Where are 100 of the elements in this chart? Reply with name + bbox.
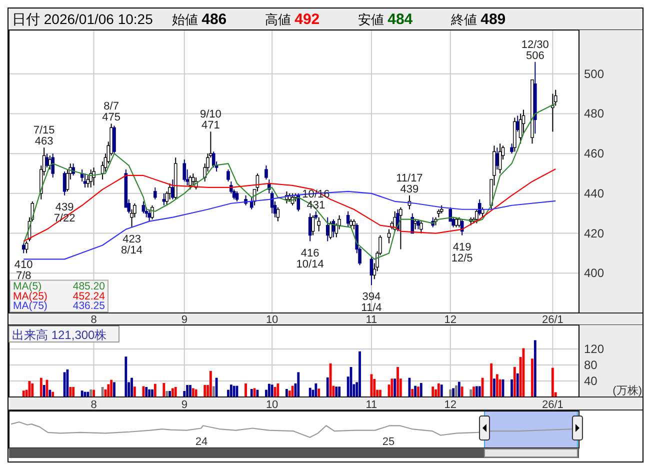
- candlestick: [458, 216, 461, 228]
- bar: [69, 387, 72, 397]
- bar: [86, 392, 90, 397]
- x-tick-label: 8: [90, 399, 97, 411]
- bar: [510, 379, 513, 397]
- bar: [440, 384, 443, 397]
- bar: [148, 389, 151, 397]
- bar: [212, 386, 215, 397]
- candlestick: [510, 143, 514, 154]
- candlestick: [226, 169, 230, 182]
- candlestick: [45, 153, 49, 168]
- bar: [414, 386, 417, 397]
- bar: [244, 383, 247, 397]
- candlestick: [22, 242, 26, 254]
- bar: [42, 385, 46, 397]
- candlestick: [24, 240, 28, 254]
- x-tick-label: 9: [181, 314, 188, 326]
- bar: [162, 383, 166, 397]
- bar: [493, 378, 496, 397]
- y-tick-label: 420: [584, 226, 604, 240]
- bar: [394, 378, 396, 397]
- bar: [326, 377, 329, 397]
- bar: [209, 371, 212, 397]
- bar: [270, 384, 274, 397]
- y-tick-label: 500: [584, 66, 604, 81]
- bar: [496, 374, 498, 397]
- candlestick: [62, 171, 66, 196]
- bar: [130, 378, 133, 397]
- candlestick: [399, 206, 402, 250]
- bar: [379, 390, 382, 397]
- bar: [318, 388, 320, 397]
- candlestick: [154, 186, 157, 200]
- annotation: 394 11/4: [361, 291, 382, 314]
- bar: [411, 389, 414, 397]
- candlestick: [112, 125, 116, 154]
- text: 終値 489: [450, 11, 506, 28]
- x-tick-label: 10: [266, 314, 278, 326]
- x-tick-label: 12: [444, 399, 457, 411]
- candlestick: [420, 220, 423, 234]
- x-tick-label: 11: [366, 314, 378, 326]
- candlestick: [212, 151, 216, 168]
- bar: [460, 386, 464, 397]
- annotation: 423 8/14: [121, 233, 142, 256]
- candlestick: [148, 208, 151, 222]
- bar: [551, 368, 554, 397]
- candlestick: [89, 169, 92, 188]
- bar: [171, 388, 174, 397]
- bar: [437, 383, 440, 397]
- candlestick: [475, 208, 478, 224]
- bar: [314, 383, 318, 397]
- text: MA(25) 452.24: [13, 290, 105, 302]
- annotation: 410 7/8: [14, 259, 33, 282]
- bar: [396, 367, 399, 397]
- bar: [168, 391, 171, 397]
- bar: [113, 382, 116, 397]
- bar: [470, 389, 472, 397]
- x-tick-label: 12: [444, 314, 457, 326]
- bar: [154, 384, 156, 397]
- bar: [166, 391, 168, 397]
- y-tick-label: 440: [584, 186, 604, 200]
- bar: [31, 383, 34, 397]
- bar: [516, 373, 519, 397]
- bar: [449, 389, 452, 397]
- y-axis-title: (万株): [612, 384, 642, 397]
- x-tick-label: 10: [266, 399, 278, 411]
- x-tick-label: 11: [366, 399, 378, 411]
- bar: [186, 385, 189, 397]
- candlestick: [192, 172, 195, 186]
- bar: [80, 390, 84, 397]
- x-tick-label: 24: [195, 436, 208, 448]
- candlestick: [478, 198, 482, 216]
- bar: [22, 390, 25, 397]
- bar: [52, 392, 54, 397]
- candlestick: [317, 216, 320, 232]
- bar: [92, 390, 95, 397]
- candlestick: [496, 147, 499, 170]
- y-tick-label: 460: [584, 146, 604, 161]
- bar: [174, 387, 177, 397]
- candlestick: [454, 216, 458, 228]
- bar: [455, 385, 458, 397]
- annotation: 12/30 506: [521, 38, 549, 62]
- chart-title: 日付 2026/01/06 10:25: [12, 11, 154, 27]
- bar: [48, 390, 52, 397]
- text: MA(5) 485.20: [13, 280, 105, 293]
- bar: [40, 378, 42, 397]
- candlestick: [311, 214, 315, 236]
- bar: [268, 384, 270, 397]
- bar: [110, 380, 113, 397]
- candlestick: [346, 210, 350, 228]
- candlestick: [516, 115, 520, 132]
- bar: [232, 386, 236, 397]
- candlestick: [498, 143, 502, 174]
- annotation: 9/10 471: [200, 108, 222, 132]
- candlestick: [387, 228, 391, 244]
- text: 高値 492: [265, 11, 320, 28]
- bar: [390, 378, 394, 397]
- text: MA(75) 436.25: [13, 300, 105, 312]
- bar: [204, 385, 206, 397]
- candlestick: [182, 159, 186, 182]
- bar: [308, 388, 312, 397]
